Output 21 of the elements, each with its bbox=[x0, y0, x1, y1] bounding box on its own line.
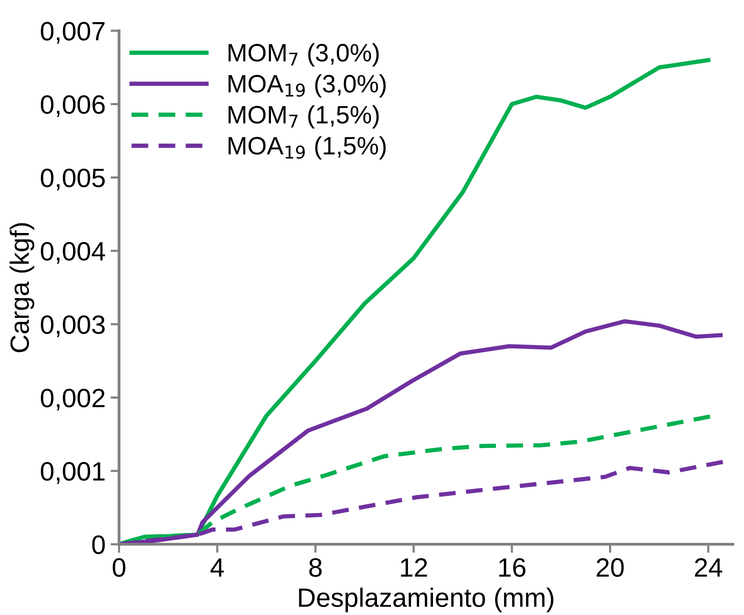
y-tick-label: 0 bbox=[92, 535, 105, 554]
legend-label: MOM$_{7}$ (1,5%) bbox=[228, 105, 379, 129]
x-tick-label: 8 bbox=[309, 558, 322, 577]
y-tick-label: 0,005 bbox=[40, 168, 105, 190]
x-tick-label: 0 bbox=[112, 558, 126, 577]
x-tick-label: 16 bbox=[499, 558, 526, 577]
legend-label: MOA$_{19}$ (3,0%) bbox=[228, 74, 386, 98]
y-axis-title: Carga (kgf) bbox=[10, 223, 34, 352]
y-tick-label: 0,001 bbox=[40, 462, 105, 484]
x-axis-title: Desplazamiento (mm) bbox=[299, 588, 554, 612]
legend-label: MOA$_{19}$ (1,5%) bbox=[228, 136, 386, 160]
x-tick-label: 4 bbox=[210, 558, 224, 577]
y-tick-label: 0,002 bbox=[40, 388, 105, 410]
y-tick-label: 0,004 bbox=[40, 242, 106, 264]
x-tick-label: 12 bbox=[401, 558, 428, 577]
y-tick-label: 0,003 bbox=[40, 315, 105, 338]
x-tick-label: 24 bbox=[694, 558, 722, 577]
y-tick-label: 0,007 bbox=[40, 22, 105, 44]
x-tick-label: 20 bbox=[596, 558, 624, 577]
legend-label: MOM$_{7}$ (3,0%) bbox=[228, 43, 379, 67]
y-tick-label: 0,006 bbox=[40, 95, 105, 118]
